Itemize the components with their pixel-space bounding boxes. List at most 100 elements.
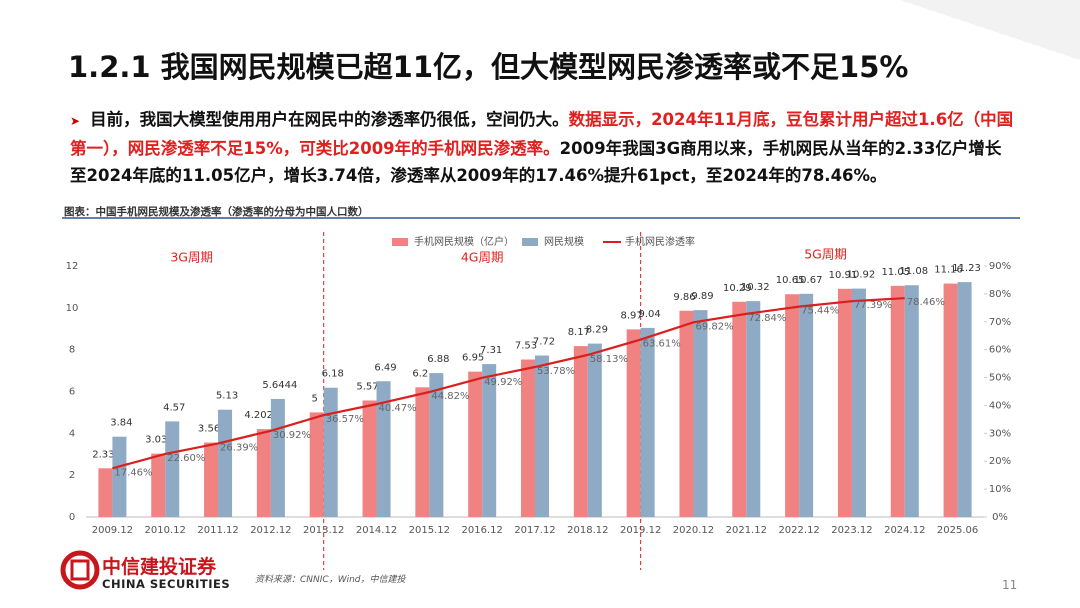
period-label: 3G周期 — [170, 250, 213, 265]
logo-icon — [70, 559, 90, 581]
y-tick-label: 0 — [69, 512, 75, 523]
data-label: 36.57% — [326, 414, 364, 425]
data-label: 11.23 — [952, 263, 981, 274]
data-label: 75.44% — [801, 306, 839, 317]
data-label: 10.92 — [847, 270, 876, 281]
data-label: 77.39% — [854, 300, 892, 311]
data-label: 6.88 — [427, 354, 449, 365]
data-label: 26.39% — [220, 442, 258, 453]
bar — [587, 343, 602, 517]
x-tick-label: 2019.12 — [620, 525, 661, 536]
data-label: 4.2021 — [244, 410, 279, 421]
legend-label: 手机网民规模（亿户） — [414, 235, 514, 248]
data-label: 10.67 — [794, 275, 823, 286]
y2-tick-label: 50% — [989, 373, 1011, 384]
y-tick-label: 4 — [69, 428, 75, 439]
bar — [256, 429, 271, 517]
bar — [309, 412, 324, 517]
data-label: 17.46% — [114, 467, 152, 478]
x-tick-label: 2015.12 — [409, 525, 450, 536]
logo-text: CHINA SECURITIES — [102, 577, 231, 591]
data-label: 40.47% — [379, 403, 417, 414]
data-label: 10.29 — [723, 283, 752, 294]
y2-tick-label: 10% — [989, 484, 1011, 495]
bar — [799, 293, 814, 517]
logo-text: 中信建投证券 — [102, 556, 217, 578]
data-label: 10.32 — [741, 282, 770, 293]
y-tick-label: 8 — [69, 345, 75, 356]
page-number: 11 — [1002, 578, 1018, 592]
y-tick-label: 12 — [66, 261, 79, 272]
y-tick-label: 2 — [69, 470, 75, 481]
data-label: 10.91 — [829, 270, 858, 281]
x-tick-label: 2018.12 — [567, 525, 608, 536]
data-label: 5 — [312, 393, 318, 404]
data-label: 69.82% — [695, 321, 733, 332]
x-tick-label: 2013.12 — [303, 525, 344, 536]
y2-tick-label: 20% — [989, 456, 1011, 467]
data-label: 7.72 — [533, 337, 555, 348]
data-label: 5.6444 — [262, 380, 297, 391]
bar — [151, 453, 166, 517]
y2-tick-label: 90% — [989, 261, 1011, 272]
bar — [112, 436, 127, 517]
data-label: 8.17 — [568, 327, 590, 338]
bar — [890, 285, 905, 517]
x-tick-label: 2020.12 — [673, 525, 714, 536]
x-tick-label: 2009.12 — [92, 525, 133, 536]
figure-caption: 图表：中国手机网民规模及渗透率（渗透率的分母为中国人口数） — [64, 206, 369, 218]
bar — [98, 468, 113, 517]
legend-label: 网民规模 — [544, 235, 584, 248]
bar — [693, 310, 708, 517]
period-label: 4G周期 — [461, 250, 504, 265]
bar — [837, 288, 852, 517]
bar — [362, 400, 377, 517]
data-label: 3.84 — [110, 418, 132, 429]
data-label: 3.56 — [198, 424, 220, 435]
data-label: 10.65 — [776, 275, 805, 286]
data-label: 6.95 — [462, 353, 484, 364]
bar — [732, 301, 747, 517]
legend-label: 手机网民渗透率 — [625, 235, 695, 248]
data-label: 22.60% — [167, 453, 205, 464]
bar — [943, 283, 958, 517]
text-highlight: 数据显示，2024年11月底，豆包累计用户超过1.6亿（中国第一），网民渗透率不… — [70, 110, 1014, 158]
bar — [468, 371, 483, 517]
slide-title: 1.2.1 我国网民规模已超11亿，但大模型网民渗透率或不足15% — [68, 50, 909, 84]
bullet-text: ➤ 目前，我国大模型使用用户在网民中的渗透率仍很低，空间仍大。数据显示，2024年… — [70, 106, 1015, 189]
data-label: 58.13% — [590, 354, 628, 365]
x-tick-label: 2025.06 — [937, 525, 978, 536]
y-tick-label: 6 — [69, 387, 75, 398]
data-label: 9.89 — [691, 291, 713, 302]
data-label: 53.78% — [537, 366, 575, 377]
y2-tick-label: 80% — [989, 289, 1011, 300]
bar — [429, 373, 444, 517]
bar — [218, 409, 233, 517]
line — [112, 297, 905, 470]
bar — [376, 381, 391, 517]
bar — [165, 421, 180, 517]
data-label: 8.29 — [586, 325, 608, 336]
bar — [482, 364, 497, 517]
bar — [521, 359, 535, 517]
bar — [640, 327, 655, 517]
bar — [679, 310, 694, 517]
x-tick-label: 2024.12 — [884, 525, 925, 536]
data-label: 11.05 — [881, 267, 910, 278]
y2-tick-label: 70% — [989, 317, 1011, 328]
data-label: 4.57 — [163, 402, 185, 413]
data-label: 6.2 — [412, 368, 428, 379]
data-label: 7.31 — [480, 345, 502, 356]
bar — [851, 288, 866, 517]
y2-tick-label: 60% — [989, 345, 1011, 356]
logo-icon — [60, 550, 100, 590]
data-label: 11.16 — [934, 265, 963, 276]
data-label: 6.49 — [374, 362, 396, 373]
text: 2009年我国3G商用以来，手机网民从当年的2.33亿户增长至2024年底的11… — [70, 139, 1002, 185]
x-tick-label: 2017.12 — [514, 525, 555, 536]
data-label: 11.08 — [899, 266, 928, 277]
data-label: 9.86 — [673, 292, 695, 303]
data-label: 7.53 — [515, 340, 537, 351]
x-tick-label: 2014.12 — [356, 525, 397, 536]
